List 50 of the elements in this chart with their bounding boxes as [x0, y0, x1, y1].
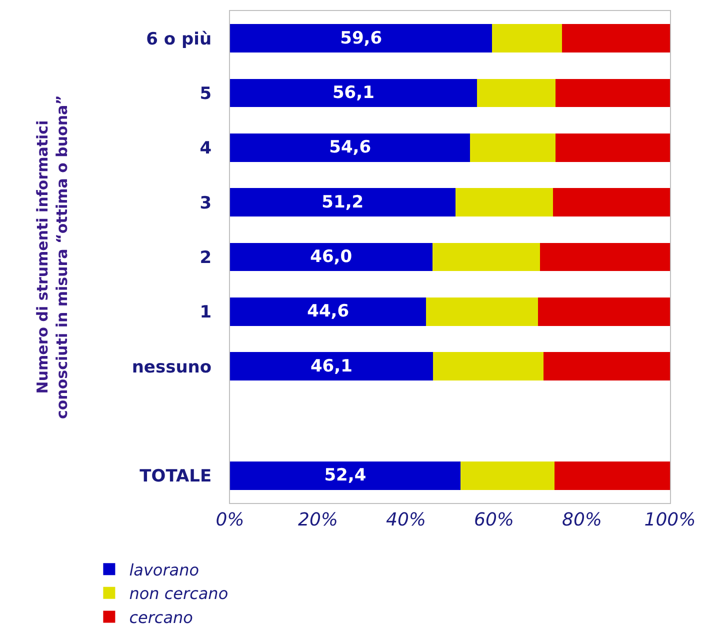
- data-label: 46,0: [310, 247, 352, 267]
- x-tick-label: 20%: [298, 510, 338, 531]
- data-label: 51,2: [322, 192, 364, 212]
- bar: [230, 242, 432, 272]
- y-tick-label: 6 o più: [146, 29, 212, 50]
- y-tick-label: 2: [200, 248, 212, 268]
- data-label: 46,1: [310, 356, 352, 376]
- bar: [432, 352, 544, 381]
- y-tick-label: TOTALE: [140, 466, 212, 487]
- bar: [230, 188, 456, 217]
- bar: [230, 297, 426, 326]
- y-tick-label: 4: [200, 138, 212, 159]
- y-tick-label: 1: [200, 302, 212, 323]
- bar: [552, 188, 670, 217]
- bar: [230, 133, 470, 162]
- bar: [476, 78, 556, 108]
- data-label: 54,6: [329, 138, 372, 158]
- x-tick-label: 40%: [386, 510, 426, 531]
- legend-label: non cercano: [129, 584, 228, 604]
- legend-label: cercano: [129, 608, 194, 627]
- bar: [556, 133, 670, 162]
- data-label: 59,6: [340, 28, 382, 48]
- x-tick-label: 0%: [216, 510, 244, 531]
- data-label: 44,6: [307, 302, 350, 322]
- bar: [432, 242, 540, 272]
- bar: [540, 242, 670, 272]
- bar: [230, 24, 492, 53]
- bar: [455, 188, 553, 217]
- bar: [538, 297, 670, 326]
- bar: [556, 78, 670, 108]
- bar: [492, 24, 562, 53]
- bar: [470, 133, 556, 162]
- x-tick-label: 60%: [474, 510, 514, 531]
- bar: [230, 461, 461, 490]
- y-tick-label: nessuno: [132, 357, 212, 378]
- y-tick-label: 3: [200, 193, 212, 214]
- x-tick-label: 80%: [562, 510, 602, 531]
- bar: [544, 352, 670, 381]
- data-label: 52,4: [324, 466, 366, 486]
- bar: [562, 24, 670, 53]
- bar: [554, 461, 670, 490]
- data-label: 56,1: [332, 83, 374, 103]
- legend-label: lavorano: [129, 560, 200, 580]
- x-tick-label: 100%: [644, 510, 696, 531]
- bar: [230, 352, 433, 381]
- y-tick-label: 5: [200, 84, 212, 104]
- bar: [230, 78, 477, 108]
- bar: [426, 297, 538, 326]
- bar: [460, 461, 555, 490]
- y-axis-title: Numero di strumenti informatici conosciuti in misura “ottima o buona”: [34, 94, 72, 420]
